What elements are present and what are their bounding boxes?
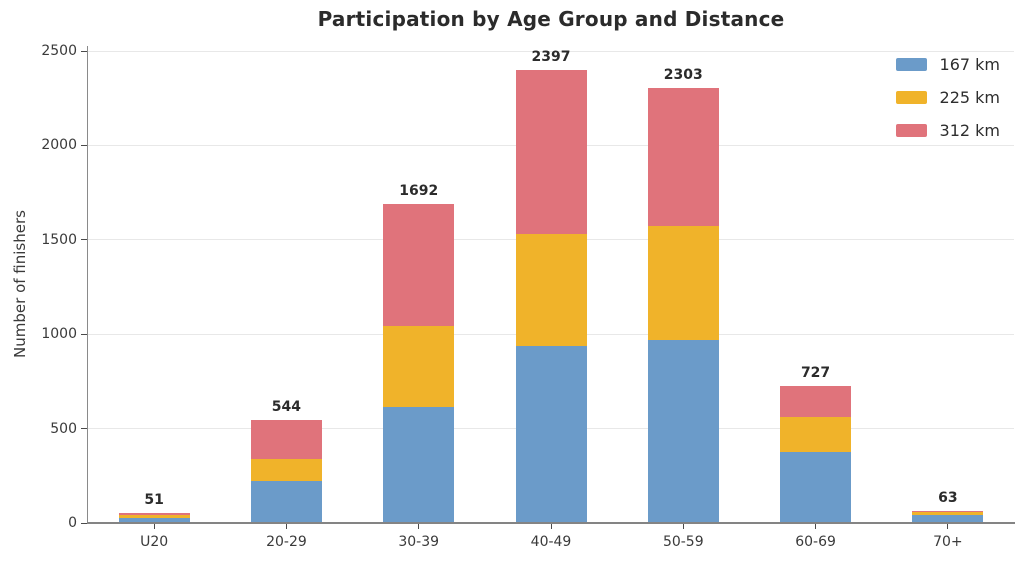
legend-swatch-225km [895,91,927,104]
bar-total-label-30-39: 1692 [399,182,439,199]
bar-U20: 51 [118,492,190,523]
y-axis-label: Number of finishers [11,210,29,358]
x-tick-mark-50-59 [682,524,684,529]
legend-swatch-167km [895,58,927,71]
bar-30-39: 1692 [383,183,455,523]
x-tick-label-20-29: 20-29 [266,534,307,550]
legend-label-167km: 167 km [939,55,1000,74]
bar-segment-30-39-225km [383,325,455,407]
x-tick-mark-30-39 [418,524,420,529]
bar-segment-30-39-312km [383,203,455,326]
bar-segment-U20-312km [118,513,190,516]
legend-label-225km: 225 km [939,88,1000,107]
bar-segment-20-29-167km [250,481,322,523]
plot-area: 51 544 1692 2397 2303 727 63 [88,49,1014,523]
x-tick-mark-U20 [153,524,155,529]
x-tick-label-40-49: 40-49 [530,534,572,550]
legend-row-312km: 312 km [895,114,1000,147]
bar-total-label-70+: 63 [938,490,958,507]
bar-segment-60-69-312km [780,385,852,418]
bar-segment-70+-167km [912,514,984,523]
bar-segment-60-69-167km [780,452,852,523]
legend-row-167km: 167 km [895,48,1000,81]
bar-segment-60-69-225km [780,417,852,453]
y-tick-mark-2500 [81,50,87,52]
y-tick-mark-1500 [81,239,87,241]
x-tick-label-U20: U20 [140,534,169,550]
x-tick-mark-60-69 [815,524,817,529]
x-tick-label-30-39: 30-39 [398,534,440,550]
bar-segment-30-39-167km [383,406,455,523]
x-tick-label-70+: 70+ [933,534,963,550]
bar-total-label-40-49: 2397 [531,49,571,66]
x-tick-mark-70+ [947,524,949,529]
bar-segment-70+-225km [912,511,984,515]
bar-segment-40-49-225km [515,233,587,347]
gridline-y-2500 [88,50,1014,52]
x-tick-label-50-59: 50-59 [662,534,704,550]
bar-segment-U20-167km [118,517,190,523]
y-tick-label-1500: 1500 [41,231,77,248]
bar-60-69: 727 [780,365,852,523]
y-tick-mark-0 [81,522,87,524]
legend: 167 km 225 km 312 km [895,48,1000,147]
bar-total-label-60-69: 727 [800,364,831,381]
bar-total-label-50-59: 2303 [663,67,703,84]
x-tick-mark-40-49 [550,524,552,529]
bar-total-label-20-29: 544 [271,399,302,416]
legend-swatch-312km [895,124,927,137]
y-tick-label-1000: 1000 [41,326,77,343]
y-tick-label-2500: 2500 [41,43,77,59]
bar-total-label-U20: 51 [144,492,164,509]
x-tick-label-60-69: 60-69 [795,534,836,550]
y-tick-mark-1000 [81,333,87,335]
bar-segment-U20-225km [118,515,190,518]
bar-segment-70+-312km [912,511,984,512]
y-tick-mark-2000 [81,144,87,146]
bar-40-49: 2397 [515,49,587,523]
bar-20-29: 544 [250,399,322,523]
bar-segment-40-49-167km [515,346,587,523]
y-tick-label-0: 0 [68,515,77,531]
bar-segment-20-29-225km [250,459,322,482]
bar-segment-40-49-312km [515,70,587,234]
bar-50-59: 2303 [647,67,719,523]
legend-row-225km: 225 km [895,81,1000,114]
bar-segment-50-59-225km [647,225,719,341]
bar-70+: 63 [912,490,984,523]
bar-segment-20-29-312km [250,420,322,460]
y-tick-mark-500 [81,428,87,430]
x-tick-mark-20-29 [285,524,287,529]
y-axis-spine [87,46,88,523]
bar-segment-50-59-167km [647,340,719,523]
x-axis-spine [87,522,1015,524]
bar-segment-50-59-312km [647,88,719,226]
chart-title: Participation by Age Group and Distance [317,7,785,31]
legend-label-312km: 312 km [939,121,1000,140]
y-tick-label-500: 500 [50,420,77,437]
y-tick-label-2000: 2000 [41,137,77,154]
